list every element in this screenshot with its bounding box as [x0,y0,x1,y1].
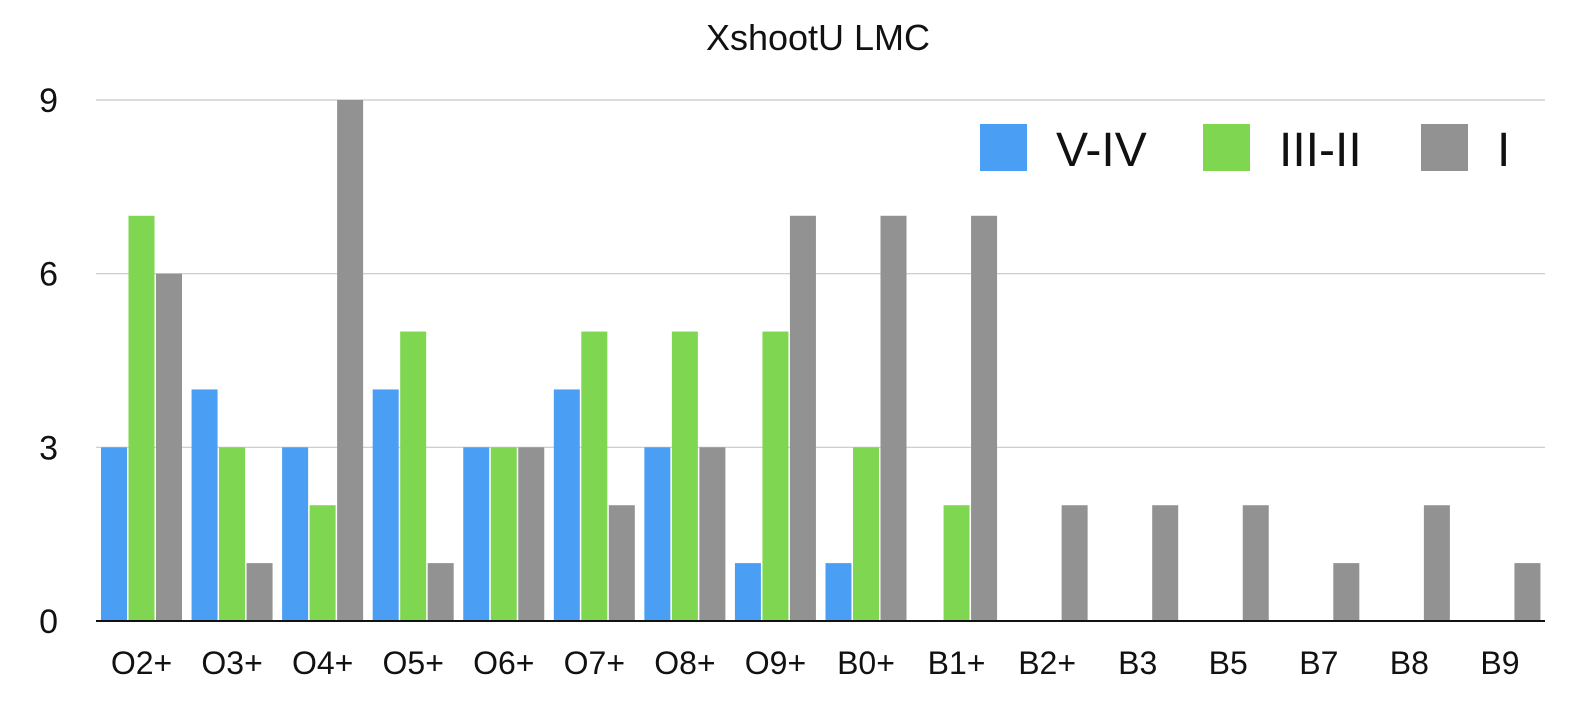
legend-label: V-IV [1056,124,1147,177]
x-tick-label: B0+ [837,645,895,681]
bar-V-IV-O7+ [553,389,580,621]
chart-title: XshootU LMC [706,17,930,58]
legend: V-IV III-II I [980,124,1510,177]
x-tick-label: B7 [1299,645,1338,681]
bar-I-B9 [1514,563,1541,621]
bar-III-II-O7+ [581,331,608,621]
bar-V-IV-O9+ [734,563,761,621]
bar-III-II-O9+ [762,331,789,621]
x-tick-label: O4+ [292,645,353,681]
bar-I-B1+ [971,215,998,621]
bar-I-O2+ [156,273,182,621]
x-tick-label: B2+ [1018,645,1076,681]
bar-I-O6+ [518,447,545,621]
y-axis-ticks: 0 3 6 9 [39,82,58,641]
y-tick-label: 9 [39,82,58,120]
bar-I-O3+ [246,563,273,621]
bar-V-IV-O2+ [101,447,127,621]
bar-V-IV-B0+ [825,563,852,621]
bar-I-O5+ [427,563,454,621]
bar-V-IV-O4+ [282,447,309,621]
y-tick-label: 0 [39,603,58,641]
x-tick-label: O7+ [564,645,625,681]
legend-swatch [1203,124,1250,171]
bar-III-II-O5+ [400,331,427,621]
bar-III-II-O3+ [219,447,246,621]
bar-I-B8 [1423,505,1450,621]
bar-V-IV-O5+ [372,389,399,621]
bar-I-B0+ [880,215,907,621]
bar-III-II-O8+ [671,331,698,621]
bar-III-II-O2+ [128,215,155,621]
x-axis-ticks: O2+ O3+ O4+ O5+ O6+ O7+ O8+ O9+ B0+ B1+ B2+ B3 B5 B7 B… [111,645,1520,681]
y-tick-label: 6 [39,256,58,294]
x-tick-label: O3+ [201,645,262,681]
bar-I-B3 [1152,505,1179,621]
x-tick-label: B8 [1390,645,1429,681]
bar-V-IV-O6+ [463,447,490,621]
x-tick-label: B3 [1118,645,1157,681]
bars [101,100,1541,621]
bar-III-II-O6+ [490,447,517,621]
bar-III-II-O4+ [309,505,336,621]
x-tick-label: O8+ [654,645,715,681]
bar-III-II-B0+ [853,447,879,621]
x-tick-label: B5 [1209,645,1248,681]
x-tick-label: O6+ [473,645,534,681]
bar-I-O8+ [699,447,726,621]
legend-label: III-II [1279,124,1362,177]
x-tick-label: O5+ [383,645,444,681]
y-tick-label: 3 [39,429,58,467]
legend-swatch [1421,124,1468,171]
x-tick-label: O9+ [745,645,806,681]
bar-I-B5 [1242,505,1269,621]
bar-III-II-B1+ [943,505,970,621]
x-tick-label: O2+ [111,645,172,681]
bar-I-B2+ [1061,505,1088,621]
legend-swatch [980,124,1027,171]
bar-I-B7 [1333,563,1360,621]
bar-I-O7+ [608,505,635,621]
x-tick-label: B1+ [928,645,986,681]
x-tick-label: B9 [1480,645,1519,681]
bar-I-O4+ [337,100,364,621]
legend-label: I [1497,124,1510,177]
bar-I-O9+ [789,215,816,621]
bar-V-IV-O3+ [191,389,218,621]
bar-V-IV-O8+ [644,447,671,621]
